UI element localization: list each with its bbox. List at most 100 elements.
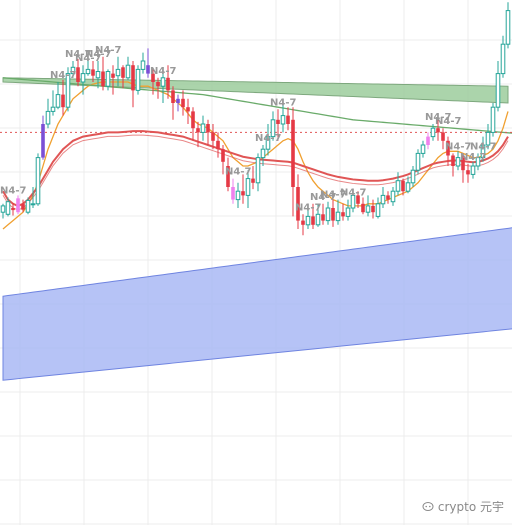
candle-body xyxy=(16,198,20,213)
watermark-text: crypto 元宇 xyxy=(437,500,504,514)
candle-body xyxy=(76,67,80,82)
candle-body xyxy=(151,73,155,82)
candle-body xyxy=(200,123,206,133)
candle-body xyxy=(301,220,305,225)
candle-body xyxy=(80,73,86,83)
candle-body xyxy=(296,187,300,221)
signal-label: N4-7 xyxy=(295,202,321,213)
blue-channel-band xyxy=(2,227,512,381)
candle-body xyxy=(401,180,405,192)
candle-body xyxy=(420,144,426,154)
candle-body xyxy=(61,94,65,108)
candle-body xyxy=(350,194,356,209)
candle-body xyxy=(441,132,445,141)
candle-body xyxy=(415,152,421,171)
signal-label: N4-7 xyxy=(320,190,346,201)
candle-body xyxy=(181,98,185,108)
candle-body xyxy=(315,213,321,226)
candle-body xyxy=(0,205,6,213)
candle-body xyxy=(311,216,315,225)
signal-label: N4-7 xyxy=(65,49,91,60)
candle-body xyxy=(166,77,170,91)
candle-body xyxy=(451,155,455,166)
candle-body xyxy=(436,128,440,133)
candle-body xyxy=(371,205,375,213)
candle-body xyxy=(286,115,290,124)
signal-label: N4-7 xyxy=(500,0,512,1)
candle-body xyxy=(485,131,491,146)
candle-body xyxy=(35,157,41,205)
candle-body xyxy=(365,205,371,213)
candle-body xyxy=(390,190,396,203)
candle-body xyxy=(55,94,61,108)
candle-body xyxy=(490,106,496,133)
candle-body xyxy=(226,166,230,187)
candle-body xyxy=(125,64,131,79)
chart-bands xyxy=(2,77,512,381)
candle-body xyxy=(115,68,121,77)
candle-body xyxy=(41,124,45,158)
candle-body xyxy=(356,195,360,204)
candle-body xyxy=(160,77,166,87)
candle-body xyxy=(375,203,381,217)
signal-label: N4-7 xyxy=(470,141,496,152)
candle-body xyxy=(186,107,190,112)
candle-body xyxy=(111,73,115,78)
candle-body xyxy=(206,124,210,133)
signal-label: N4-7 xyxy=(460,152,486,163)
signal-label: N4-7 xyxy=(340,188,366,199)
candle-body xyxy=(475,157,481,167)
candle-body xyxy=(191,111,195,129)
candle-body xyxy=(321,214,325,221)
candle-body xyxy=(216,140,220,150)
candles xyxy=(0,2,511,236)
candle-body xyxy=(105,71,111,87)
signal-label: N4-7 xyxy=(95,45,121,56)
candle-body xyxy=(325,207,331,222)
chat-bubble-icon xyxy=(422,501,434,511)
candle-body xyxy=(211,132,215,141)
signal-label: N4-7 xyxy=(150,66,176,77)
candle-body xyxy=(480,144,486,159)
candle-body xyxy=(361,203,365,213)
moving-average-lines xyxy=(2,77,512,230)
candle-body xyxy=(91,69,95,76)
candle-body xyxy=(245,178,251,196)
candle-body xyxy=(85,68,91,75)
candle-body xyxy=(500,43,506,75)
moving-average-line xyxy=(2,77,512,134)
candle-body xyxy=(280,115,286,125)
signal-label: N4-7 xyxy=(50,70,76,81)
signal-label: N4-7 xyxy=(270,97,296,108)
candle-body xyxy=(30,203,36,206)
candle-body xyxy=(270,119,276,138)
candle-body xyxy=(410,169,416,184)
candle-body xyxy=(395,180,401,192)
candle-body xyxy=(21,203,25,210)
candle-body xyxy=(470,165,476,175)
candle-body xyxy=(231,187,235,200)
candle-body xyxy=(176,98,180,103)
candle-body xyxy=(446,140,450,156)
candle-body xyxy=(461,157,465,171)
candle-body xyxy=(221,149,225,162)
candle-body xyxy=(131,65,135,91)
signal-label: N4-7 xyxy=(310,192,336,203)
candle-body xyxy=(121,67,125,78)
candle-body xyxy=(235,190,241,201)
candle-body xyxy=(466,170,470,175)
candle-body xyxy=(70,66,76,75)
signal-label: N4-7 xyxy=(445,141,471,152)
candle-body xyxy=(386,195,390,200)
candle-body xyxy=(241,191,245,196)
signal-labels: N4-7N4-7N4-7N4-7N4-7N4-7N4-7N4-7N4-7N4-7… xyxy=(0,0,512,213)
candle-body xyxy=(95,71,101,79)
signal-label: N4-7 xyxy=(255,133,281,144)
candle-body xyxy=(345,207,351,217)
candle-body xyxy=(305,215,311,226)
candle-body xyxy=(505,10,511,45)
candle-body xyxy=(495,73,501,108)
candle-body xyxy=(276,119,280,124)
candle-body xyxy=(331,208,335,221)
candle-body xyxy=(50,106,56,112)
